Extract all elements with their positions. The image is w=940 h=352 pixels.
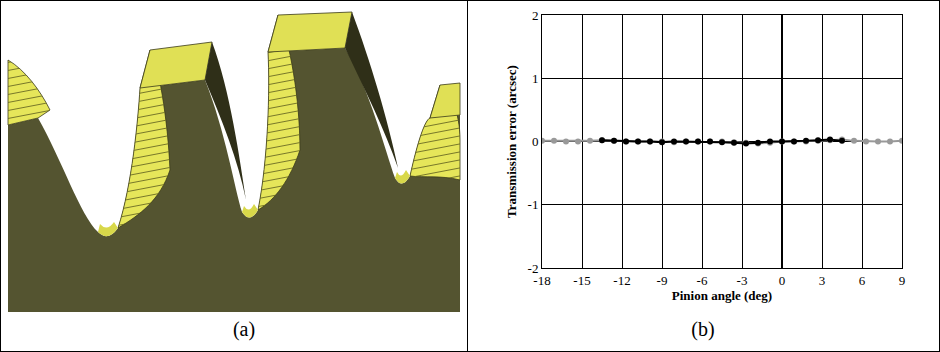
svg-text:-6: -6 (697, 273, 708, 288)
svg-text:-1: -1 (528, 197, 539, 212)
svg-text:-2: -2 (528, 261, 539, 276)
svg-text:0: 0 (779, 273, 786, 288)
svg-text:-12: -12 (613, 273, 630, 288)
html-text:(b): (b) (691, 318, 715, 340)
html-text:(a): (a) (232, 318, 256, 340)
svg-text:2: 2 (532, 8, 539, 23)
svg-text:Transmission error (arcsec): Transmission error (arcsec) (504, 65, 519, 218)
svg-text:9: 9 (899, 273, 906, 288)
svg-text:Pinion angle (deg): Pinion angle (deg) (672, 288, 772, 303)
svg-text:6: 6 (859, 273, 866, 288)
svg-text:-3: -3 (737, 273, 748, 288)
svg-text:0: 0 (532, 134, 539, 149)
svg-text:3: 3 (819, 273, 826, 288)
svg-text:-9: -9 (657, 273, 668, 288)
svg-text:-15: -15 (573, 273, 590, 288)
svg-text:-18: -18 (533, 273, 550, 288)
svg-text:1: 1 (532, 71, 539, 86)
